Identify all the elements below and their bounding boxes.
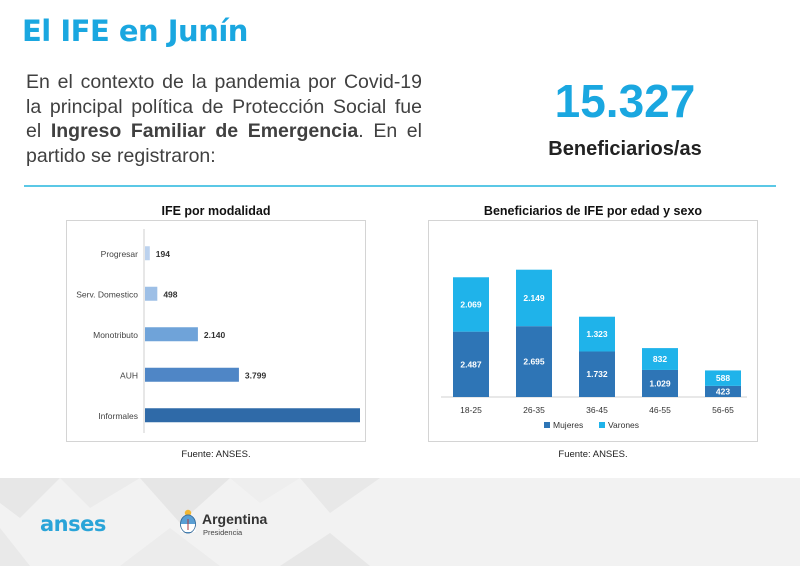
edad-sexo-bar-mujeres (705, 385, 741, 397)
chart-edad-sexo-svg: 2.487 2.069 18-25 2.695 2.149 26-35 1.732 1.323… (441, 269, 747, 430)
edad-sexo-bar-mujeres (453, 331, 489, 397)
intro-text: En el contexto de la pandemia por Covid-… (26, 70, 422, 168)
beneficiaries-label: Beneficiarios/as (548, 138, 702, 160)
modalidad-bar (145, 286, 158, 301)
argentina-logo-text: Argentina (202, 511, 268, 527)
page-title: El IFE en Junín (22, 14, 248, 48)
chart-modalidad-source: Fuente: ANSES. (181, 449, 251, 460)
modalidad-category-label: Monotributo (93, 330, 138, 340)
edad-sexo-value-label: 2.695 (523, 357, 545, 367)
intro-text-end: . En el partido se registraron: (26, 120, 422, 167)
edad-sexo-value-label: 1.029 (649, 378, 671, 388)
modalidad-bar (145, 408, 360, 423)
modalidad-bar (145, 367, 239, 382)
legend-swatch-varones (599, 422, 605, 428)
edad-sexo-value-label: 832 (653, 354, 667, 364)
section-divider (24, 185, 776, 187)
edad-sexo-value-label: 2.149 (523, 293, 545, 303)
chart-edad-sexo-source: Fuente: ANSES. (558, 449, 628, 460)
modalidad-bar (145, 327, 198, 342)
chart-modalidad: Progresar 194 Serv. Domestico 498 Monotribut… (66, 220, 388, 442)
edad-sexo-value-label: 588 (716, 373, 730, 383)
edad-sexo-value-label: 423 (716, 386, 730, 396)
beneficiaries-total: 15.327 (554, 75, 696, 127)
edad-sexo-bar-mujeres (579, 351, 615, 397)
modalidad-value-label: 3.799 (245, 370, 267, 380)
intro-text-bold: Ingreso Familiar de Emergencia (50, 120, 359, 142)
edad-sexo-value-label: 2.069 (460, 299, 482, 309)
edad-sexo-category-label: 56-65 (712, 405, 734, 415)
edad-sexo-value-label: 1.323 (586, 329, 608, 339)
edad-sexo-bar-mujeres (516, 326, 552, 397)
footer-pattern (0, 478, 380, 566)
modalidad-bar (145, 246, 150, 261)
edad-sexo-bar-varones (453, 277, 489, 332)
edad-sexo-category-label: 36-45 (586, 405, 608, 415)
edad-sexo-bar-varones (579, 316, 615, 352)
chart-edad-sexo-title: Beneficiarios de IFE por edad y sexo (483, 204, 703, 218)
modalidad-category-label: AUH (120, 370, 138, 380)
intro-text-start: En el contexto de la pandemia por Covid-… (26, 71, 422, 142)
edad-sexo-value-label: 1.732 (586, 369, 608, 379)
edad-sexo-category-label: 18-25 (460, 405, 482, 415)
edad-sexo-category-label: 26-35 (523, 405, 545, 415)
modalidad-category-label: Informales (98, 411, 138, 421)
edad-sexo-category-label: 46-55 (649, 405, 671, 415)
modalidad-value-label: 194 (156, 249, 170, 259)
legend-label-varones: Varones (608, 420, 639, 430)
modalidad-value-label: 498 (163, 289, 177, 299)
legend-label-mujeres: Mujeres (553, 420, 583, 430)
chart-modalidad-svg: Progresar 194 Serv. Domestico 498 Monotribut… (76, 229, 388, 433)
legend-swatch-mujeres (544, 422, 550, 428)
edad-sexo-value-label: 2.487 (460, 359, 482, 369)
edad-sexo-bar-varones (705, 370, 741, 386)
chart-modalidad-title: IFE por modalidad (161, 204, 271, 218)
modalidad-category-label: Serv. Domestico (76, 289, 138, 299)
footer: anses Argentina Presidencia (0, 478, 800, 566)
edad-sexo-bar-varones (642, 348, 678, 370)
argentina-logo-subtext: Presidencia (203, 528, 243, 537)
edad-sexo-bar-mujeres (642, 369, 678, 397)
edad-sexo-bar-varones (516, 269, 552, 327)
argentina-shield-icon (180, 509, 196, 534)
chart-edad-sexo: 2.487 2.069 18-25 2.695 2.149 26-35 1.732 1.323… (428, 220, 758, 442)
modalidad-category-label: Progresar (101, 249, 138, 259)
anses-logo: anses (40, 512, 106, 536)
modalidad-value-label: 2.140 (204, 330, 226, 340)
